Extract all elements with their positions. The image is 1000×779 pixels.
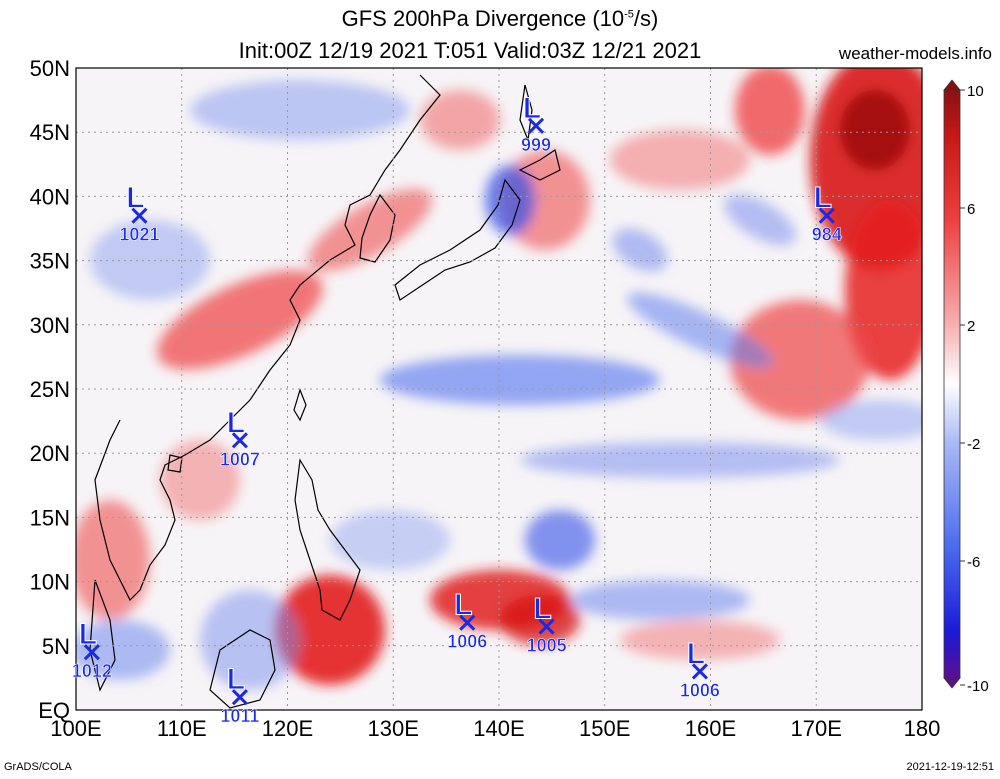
lon-tick-label: 140E (473, 716, 524, 741)
low-pressure-value: 1021 (119, 225, 159, 245)
low-center-x (527, 117, 545, 134)
lon-tick-label: 100E (50, 716, 101, 741)
pressure-low-marker: L 1012 (72, 618, 113, 682)
low-center-x (691, 663, 708, 680)
low-letter: L (126, 182, 144, 215)
low-pressure-value: 1006 (447, 632, 487, 652)
colorbar-tick-label: -2 (967, 436, 980, 453)
low-letter: L (227, 663, 245, 696)
pressure-low-marker: L 1007 (220, 406, 261, 470)
colorbar-scale (943, 89, 961, 679)
low-letter: L (814, 182, 832, 215)
title-exponent: -5 (624, 8, 634, 21)
lat-tick-label: 20N (30, 441, 70, 466)
site-credit: weather-models.info (838, 44, 992, 63)
low-pressure-value: 1006 (680, 680, 720, 700)
low-pressure-value: 984 (812, 225, 842, 245)
low-letter: L (79, 618, 97, 651)
low-center-x (231, 689, 248, 706)
lat-tick-label: 50N (30, 56, 70, 81)
low-center-x (131, 207, 148, 224)
low-center-x (459, 614, 476, 631)
pressure-low-marker: L 1011 (220, 663, 260, 727)
colorbar-tick-label: 2 (967, 318, 975, 335)
map-frame (75, 67, 923, 711)
colorbar-top-arrow (943, 79, 961, 91)
low-letter: L (227, 406, 245, 439)
low-pressure-value: 1005 (527, 636, 567, 656)
lat-tick-label: 10N (30, 570, 70, 595)
colorbar: 10 6 2 -2 -6 -10 (943, 79, 989, 695)
low-pressure-value: 999 (521, 135, 551, 155)
lat-lon-grid (76, 68, 922, 710)
footer-timestamp: 2021-12-19-12:51 (906, 761, 994, 773)
lat-tick-label: 35N (30, 249, 70, 274)
lon-tick-label: 180 (904, 716, 941, 741)
pressure-low-marker: L 984 (812, 181, 843, 245)
low-center-x (818, 207, 835, 224)
divergence-field (76, 68, 922, 709)
colorbar-tick-label: -10 (967, 678, 989, 695)
map-title-line2: Init:00Z 12/19 2021 T:051 Valid:03Z 12/2… (238, 38, 702, 63)
low-center-x (231, 432, 248, 449)
lat-tick-label: 5N (42, 634, 70, 659)
latitude-labels: 50N 45N 40N 35N 30N 25N 20N 15N 10N 5N EQ (30, 56, 70, 723)
footer-software: GrADS/COLA (4, 761, 72, 773)
pressure-low-marker: L 1006 (447, 588, 488, 652)
pressure-lows: L 999 L 1021 L 984 L 1007 L 1006 L 1005 L 1012 L 1006 L 1… (72, 91, 843, 727)
low-pressure-value: 1011 (220, 706, 259, 726)
pressure-low-marker: L 1021 (119, 181, 160, 245)
low-letter: L (533, 593, 551, 626)
lat-tick-label: 40N (30, 184, 70, 209)
pressure-low-marker: L 1006 (680, 637, 721, 701)
title-suffix: /s) (633, 6, 659, 31)
lon-tick-label: 110E (157, 716, 207, 741)
lon-tick-label: 150E (579, 716, 630, 741)
lat-tick-label: 25N (30, 377, 70, 402)
low-center-x (83, 644, 100, 661)
lat-tick-label: 30N (30, 313, 70, 338)
lon-tick-label: 170E (791, 716, 842, 741)
low-pressure-value: 1012 (72, 661, 112, 681)
pressure-low-marker: L 999 (521, 91, 552, 155)
colorbar-labels: 10 6 2 -2 -6 -10 (960, 83, 989, 695)
lon-tick-label: 120E (262, 716, 313, 741)
lat-tick-label: 15N (30, 505, 70, 530)
low-center-x (538, 618, 555, 635)
colorbar-tick-label: -6 (967, 554, 980, 571)
lon-tick-label: 160E (685, 716, 736, 741)
pressure-low-marker: L 1005 (526, 592, 567, 656)
low-letter: L (523, 92, 541, 125)
longitude-labels: 100E 110E 120E 130E 140E 150E 160E 170E 180 (50, 716, 940, 741)
title-prefix: GFS 200hPa Divergence (10 (341, 6, 625, 31)
lon-tick-label: 130E (368, 716, 419, 741)
low-pressure-value: 1007 (220, 449, 260, 469)
map-title-line1: GFS 200hPa Divergence (10-5/s) (0, 6, 1000, 32)
colorbar-bottom-arrow (943, 677, 961, 689)
low-letter: L (687, 637, 705, 670)
lat-tick-label: EQ (38, 698, 70, 723)
coastlines (89, 74, 561, 709)
colorbar-tick-label: 10 (967, 83, 984, 100)
low-letter: L (454, 589, 472, 622)
colorbar-tick-label: 6 (967, 201, 975, 218)
lat-tick-label: 45N (30, 120, 70, 145)
